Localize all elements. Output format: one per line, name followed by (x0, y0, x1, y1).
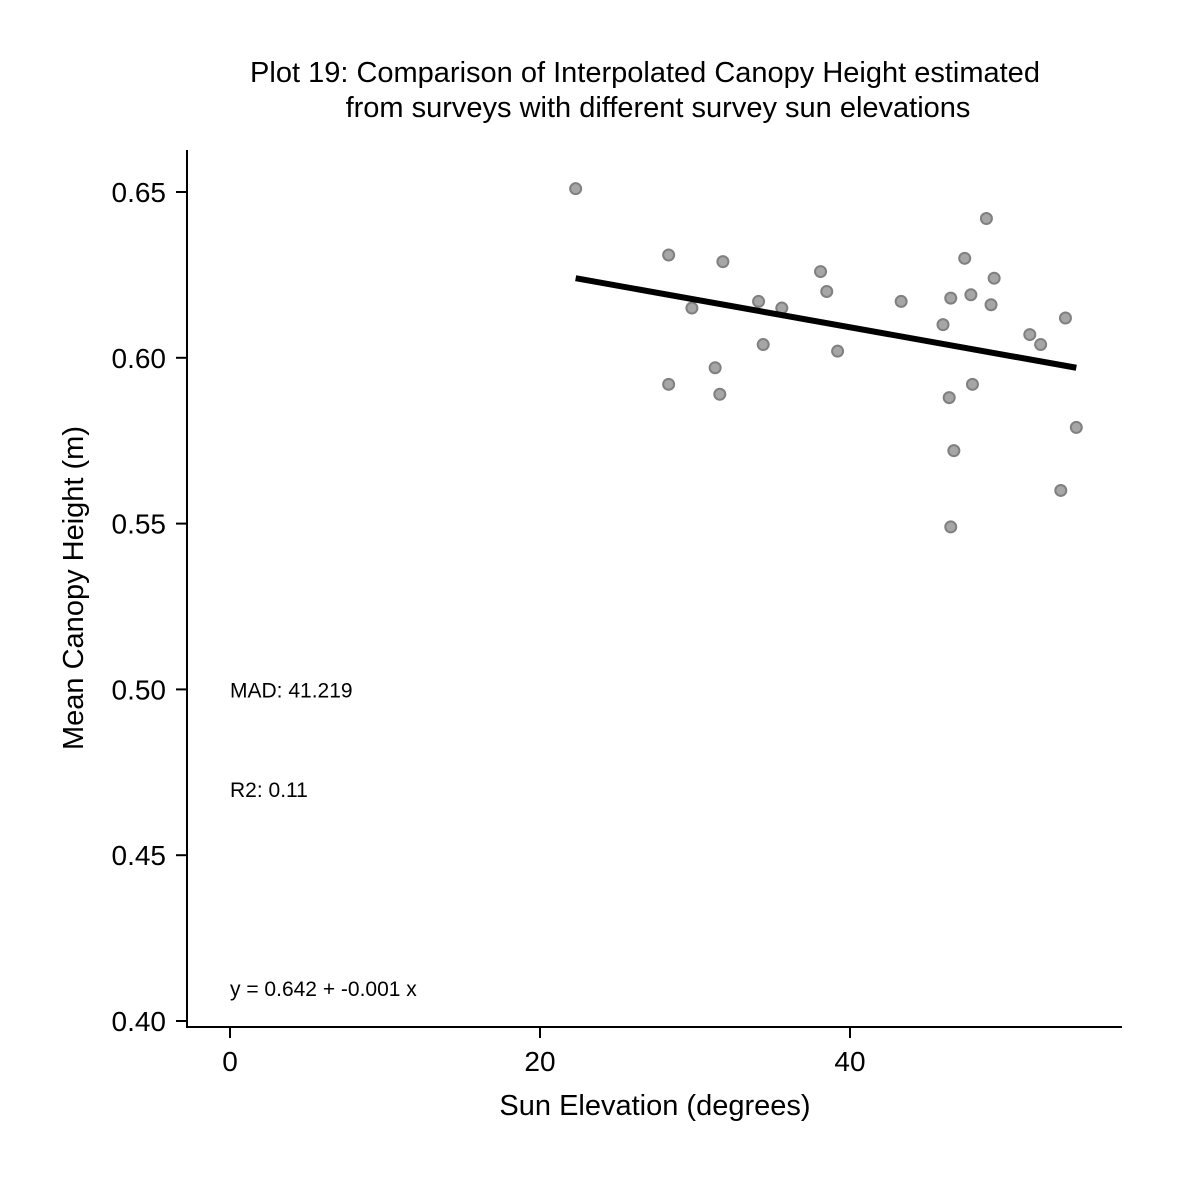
annotation-label: MAD: 41.219 (230, 679, 353, 702)
data-point (1034, 338, 1048, 352)
annotations: MAD: 41.219 R2: 0.11 y = 0.642 + -0.001 x (230, 679, 417, 1000)
data-point (756, 338, 770, 352)
annotation-label: R2: 0.11 (230, 779, 308, 802)
regression-line-layer (575, 275, 1077, 371)
y-tick-label: 0.45 (112, 840, 167, 871)
x-tick-label: 20 (524, 1046, 555, 1077)
data-point (964, 288, 978, 302)
data-point (979, 212, 993, 226)
data-point (752, 294, 766, 308)
data-point (713, 387, 727, 401)
annotation-label: y = 0.642 + -0.001 x (230, 978, 417, 1001)
chart-title-line-2: from surveys with different survey sun e… (346, 92, 971, 124)
data-point (987, 271, 1001, 285)
data-point (894, 294, 908, 308)
data-point (569, 182, 583, 196)
y-tick-label: 0.55 (112, 509, 167, 540)
data-point (965, 377, 979, 391)
regression-line (575, 275, 1077, 371)
y-tick-label: 0.40 (112, 1006, 167, 1037)
data-point (662, 377, 676, 391)
y-axis-ticks: 0.40 0.45 0.50 0.55 0.60 0.65 (112, 177, 187, 1037)
data-point (716, 255, 730, 269)
x-axis-ticks: 0 20 40 (222, 1027, 866, 1077)
data-point (1058, 311, 1072, 325)
data-point (708, 361, 722, 375)
data-points (569, 182, 1083, 534)
data-point (944, 291, 958, 305)
y-tick-label: 0.60 (112, 343, 167, 374)
data-point (1023, 328, 1037, 342)
x-axis-title: Sun Elevation (degrees) (499, 1090, 810, 1122)
data-point (947, 444, 961, 458)
y-axis-title: Mean Canopy Height (m) (58, 426, 90, 750)
x-tick-label: 0 (222, 1046, 238, 1077)
y-tick-label: 0.65 (112, 177, 167, 208)
data-point (820, 284, 834, 298)
data-point (944, 520, 958, 534)
data-point (1054, 483, 1068, 497)
data-point (662, 248, 676, 262)
data-point (831, 344, 845, 358)
data-point (936, 318, 950, 332)
x-tick-label: 40 (834, 1046, 865, 1077)
data-point (685, 301, 699, 315)
data-point (1069, 420, 1083, 434)
data-point (984, 298, 998, 312)
data-point (814, 265, 828, 279)
chart-title-line-1: Plot 19: Comparison of Interpolated Cano… (250, 57, 1040, 89)
y-tick-label: 0.50 (112, 674, 167, 705)
data-point (958, 251, 972, 265)
data-point (942, 391, 956, 405)
